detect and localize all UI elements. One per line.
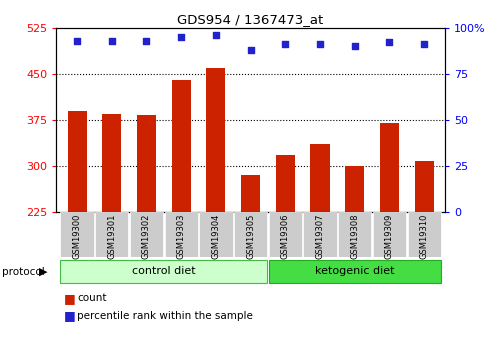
- Point: [419, 41, 427, 47]
- Bar: [61, 260, 267, 283]
- Bar: [67, 111, 86, 212]
- Bar: [337, 212, 371, 257]
- Text: percentile rank within the sample: percentile rank within the sample: [77, 311, 253, 321]
- Bar: [102, 114, 121, 212]
- Bar: [379, 123, 398, 212]
- Bar: [345, 166, 364, 212]
- Bar: [171, 80, 190, 212]
- Bar: [199, 212, 232, 257]
- Bar: [241, 175, 260, 212]
- Point: [73, 38, 81, 43]
- Point: [385, 40, 392, 45]
- Text: protocol: protocol: [2, 267, 45, 276]
- Bar: [137, 115, 156, 212]
- Text: count: count: [77, 294, 106, 303]
- Point: [246, 47, 254, 52]
- Point: [212, 32, 220, 38]
- Text: ■: ■: [63, 309, 75, 322]
- Text: GSM19300: GSM19300: [72, 214, 81, 259]
- Text: GSM19303: GSM19303: [176, 214, 185, 259]
- Text: GSM19305: GSM19305: [245, 214, 255, 259]
- Bar: [233, 212, 267, 257]
- Text: GSM19309: GSM19309: [384, 214, 393, 259]
- Bar: [310, 145, 329, 212]
- Bar: [206, 68, 225, 212]
- Text: GSM19304: GSM19304: [211, 214, 220, 259]
- Bar: [95, 212, 128, 257]
- Text: GSM19306: GSM19306: [280, 214, 289, 259]
- Bar: [372, 212, 406, 257]
- Bar: [61, 212, 94, 257]
- Text: GSM19301: GSM19301: [107, 214, 116, 259]
- Text: GSM19308: GSM19308: [349, 214, 359, 259]
- Point: [177, 34, 185, 40]
- Bar: [275, 155, 294, 212]
- Bar: [129, 212, 163, 257]
- Text: ▶: ▶: [40, 267, 48, 276]
- Point: [350, 43, 358, 49]
- Point: [315, 41, 323, 47]
- Text: GSM19307: GSM19307: [315, 214, 324, 259]
- Bar: [407, 212, 440, 257]
- Title: GDS954 / 1367473_at: GDS954 / 1367473_at: [177, 13, 323, 27]
- Text: ketogenic diet: ketogenic diet: [314, 266, 394, 276]
- Bar: [303, 212, 336, 257]
- Point: [281, 41, 288, 47]
- Bar: [268, 260, 440, 283]
- Point: [108, 38, 116, 43]
- Point: [142, 38, 150, 43]
- Bar: [414, 161, 433, 212]
- Text: control diet: control diet: [132, 266, 195, 276]
- Text: ■: ■: [63, 292, 75, 305]
- Bar: [164, 212, 198, 257]
- Text: GSM19310: GSM19310: [419, 214, 428, 259]
- Text: GSM19302: GSM19302: [142, 214, 151, 259]
- Bar: [268, 212, 302, 257]
